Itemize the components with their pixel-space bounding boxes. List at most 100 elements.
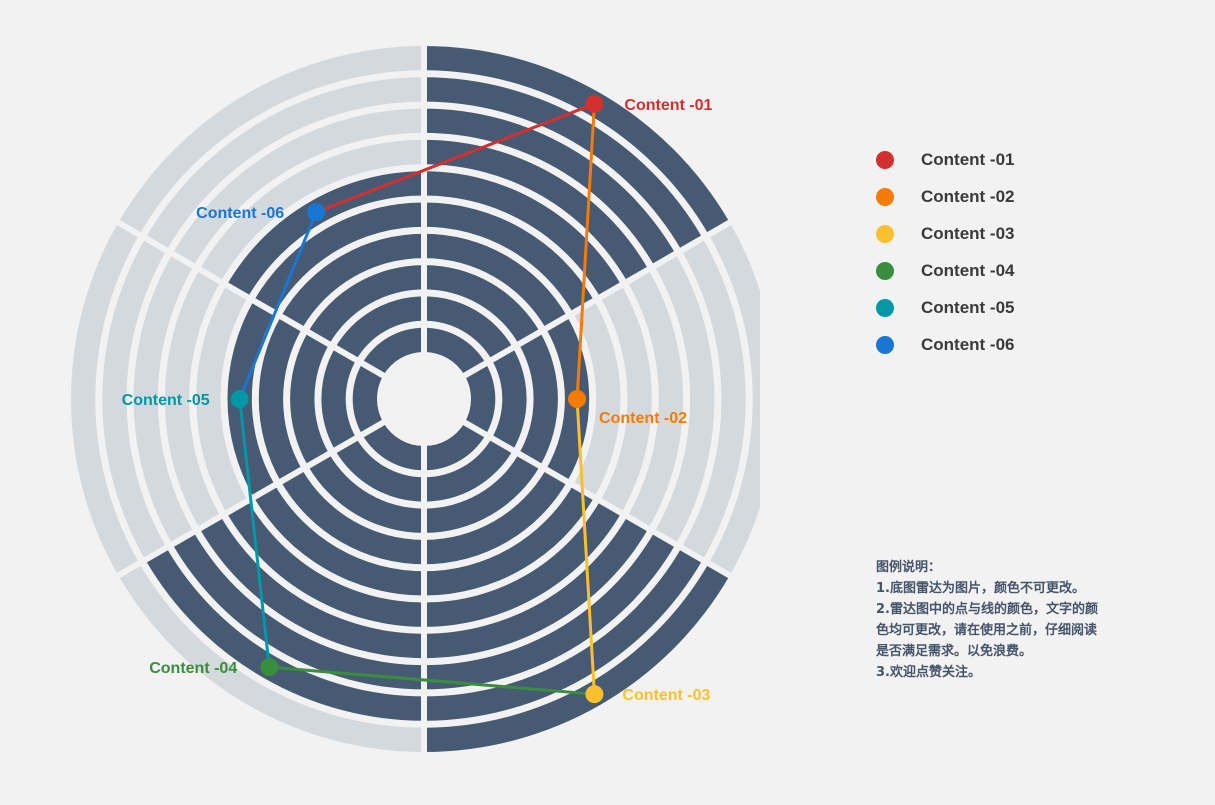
radar-point-label: Content -05: [122, 392, 210, 409]
radar-chart: Content -01 Content -02 Content -03 Content…: [71, 46, 760, 752]
radar-sector-separator: [113, 217, 391, 382]
radar-point: [585, 94, 604, 113]
radar-point-label: Content -02: [599, 410, 687, 427]
radar-ring-segment: [424, 327, 486, 376]
radar-ring-segment: [424, 500, 622, 627]
legend-label: Content -02: [921, 187, 1015, 206]
legend-dot-icon: [876, 151, 894, 169]
legend-label: Content -04: [921, 261, 1015, 280]
radar-ring-segment: [196, 285, 248, 513]
radar-edge: [269, 665, 595, 696]
radar-ring-segment: [708, 222, 760, 576]
radar-ring-segment: [280, 469, 424, 565]
radar-ring-segment: [253, 485, 424, 596]
radar-ring-segment: [424, 485, 595, 596]
radar-ring-segment: [424, 453, 540, 533]
radar-ring-segment: [71, 222, 140, 576]
radar-ring-segment: [335, 296, 424, 360]
radar-ring-segment: [424, 265, 540, 345]
legend-dot-icon: [876, 188, 894, 206]
radar-ring-segment: [424, 563, 730, 752]
radar-ring-segment: [573, 300, 621, 498]
radar-ring-segment: [133, 253, 194, 545]
radar-ring-segment: [491, 347, 527, 451]
legend-label: Content -05: [921, 298, 1015, 317]
radar-point-label: Content -04: [149, 660, 237, 677]
radar-ring-segment: [164, 269, 221, 529]
radar-point: [568, 390, 587, 408]
notes-line: 3.欢迎点赞关注。: [876, 665, 981, 680]
radar-ring-segment: [308, 453, 424, 533]
radar-ring-segment: [280, 233, 424, 329]
radar-ring-segment: [424, 422, 486, 471]
radar-ring-segment: [627, 269, 684, 529]
radar-ring-segment: [424, 469, 568, 565]
legend-label: Content -06: [921, 335, 1015, 354]
legend-dot-icon: [876, 336, 894, 354]
radar-edge: [575, 103, 596, 400]
legend-dot-icon: [876, 262, 894, 280]
radar-ring-segment: [258, 316, 302, 482]
radar-ring-segment: [362, 422, 424, 471]
radar-edge: [315, 102, 595, 214]
radar-edge: [575, 398, 596, 695]
radar-ring-segment: [362, 327, 424, 376]
legend-notes: 图例说明： 1.底图雷达为图片，颜色不可更改。 2.雷达图中的点与线的颜色，文字…: [876, 557, 1126, 683]
radar-ring-segment: [464, 363, 496, 435]
radar-polygon: [238, 102, 596, 696]
radar-ring-segment: [308, 265, 424, 345]
radar-ring-segment: [518, 332, 558, 466]
radar-ring-segment: [424, 171, 622, 298]
radar-ring-segment: [145, 547, 424, 721]
radar-ring-segment: [424, 202, 595, 313]
notes-line: 色均可更改，请在使用之前，仔细阅读: [876, 623, 1098, 638]
radar-ring-segment: [424, 77, 703, 251]
radar-ring-segment: [424, 46, 730, 235]
radar-point: [260, 658, 279, 677]
radar-ring-segment: [145, 77, 424, 251]
radar-sector-separator: [457, 416, 735, 581]
radar-ring-segment: [118, 563, 424, 752]
radar-point-labels: Content -01 Content -02 Content -03 Content…: [122, 97, 713, 704]
radar-ring-segment: [226, 171, 424, 298]
legend-dot-icon: [876, 299, 894, 317]
radar-sector-separator: [457, 217, 735, 382]
radar-ring-segment: [424, 233, 568, 329]
radar-ring-segment: [321, 347, 357, 451]
legend-dot-icon: [876, 225, 894, 243]
radar-edge: [238, 211, 318, 400]
radar-ring-segment: [199, 139, 424, 282]
notes-line: 1.底图雷达为图片，颜色不可更改。: [876, 581, 1085, 596]
radar-ring-segment: [102, 238, 167, 560]
radar-ring-segment: [424, 108, 676, 266]
radar-ring-segment: [424, 438, 513, 502]
radar-point-label: Content -01: [624, 97, 712, 114]
radar-ring-segment: [424, 516, 649, 659]
radar-ring-segment: [424, 547, 703, 721]
legend-label: Content -01: [921, 150, 1015, 169]
notes-line: 2.雷达图中的点与线的颜色，文字的颜: [876, 602, 1098, 617]
radar-edge: [238, 398, 271, 668]
radar-base-rings: [71, 46, 760, 752]
radar-ring-segment: [172, 532, 424, 690]
radar-ring-segment: [424, 532, 676, 690]
notes-line: 是否满足需求。以免浪费。: [876, 644, 1033, 659]
radar-ring-segment: [335, 438, 424, 502]
radar-point: [230, 390, 249, 408]
radar-ring-segment: [352, 363, 384, 435]
radar-ring-segment: [172, 108, 424, 266]
radar-ring-segment: [600, 285, 652, 513]
radar-ring-segment: [199, 516, 424, 659]
radar-point: [307, 203, 326, 222]
radar-ring-segment: [424, 139, 649, 282]
radar-ring-segment: [424, 296, 513, 360]
radar-ring-segment: [227, 300, 275, 498]
radar-ring-segment: [290, 332, 330, 466]
legend-label: Content -03: [921, 224, 1015, 243]
radar-point-label: Content -06: [196, 205, 284, 222]
radar-ring-segment: [226, 500, 424, 627]
notes-title: 图例说明：: [876, 560, 942, 575]
radar-ring-segment: [253, 202, 424, 313]
radar-points: [230, 94, 604, 704]
